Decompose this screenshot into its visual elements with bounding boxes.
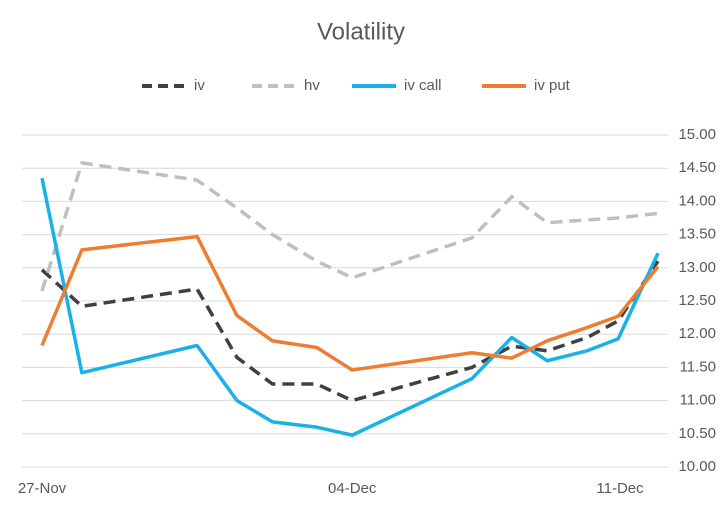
chart-title: Volatility [317,18,405,45]
x-tick-label: 27-Nov [18,480,67,497]
legend-label: iv put [534,77,571,94]
y-tick-label: 12.00 [678,325,716,342]
legend-label: hv [304,77,320,94]
y-tick-label: 13.00 [678,259,716,276]
y-tick-label: 11.50 [680,358,716,375]
x-tick-label: 11-Dec [596,480,644,497]
y-tick-label: 12.50 [678,292,716,309]
series-line [40,177,660,437]
legend-label: iv [194,77,205,94]
series-line [40,161,659,292]
y-tick-label: 10.50 [678,425,716,442]
legend-label: iv call [404,77,442,94]
series-line [40,234,660,372]
y-tick-label: 11.00 [680,392,716,409]
y-tick-label: 14.50 [678,159,716,176]
x-tick-label: 04-Dec [328,480,377,497]
y-tick-label: 14.00 [678,192,716,209]
y-tick-label: 13.50 [678,226,716,243]
y-tick-label: 10.00 [678,458,716,475]
y-tick-label: 15.00 [678,126,716,143]
